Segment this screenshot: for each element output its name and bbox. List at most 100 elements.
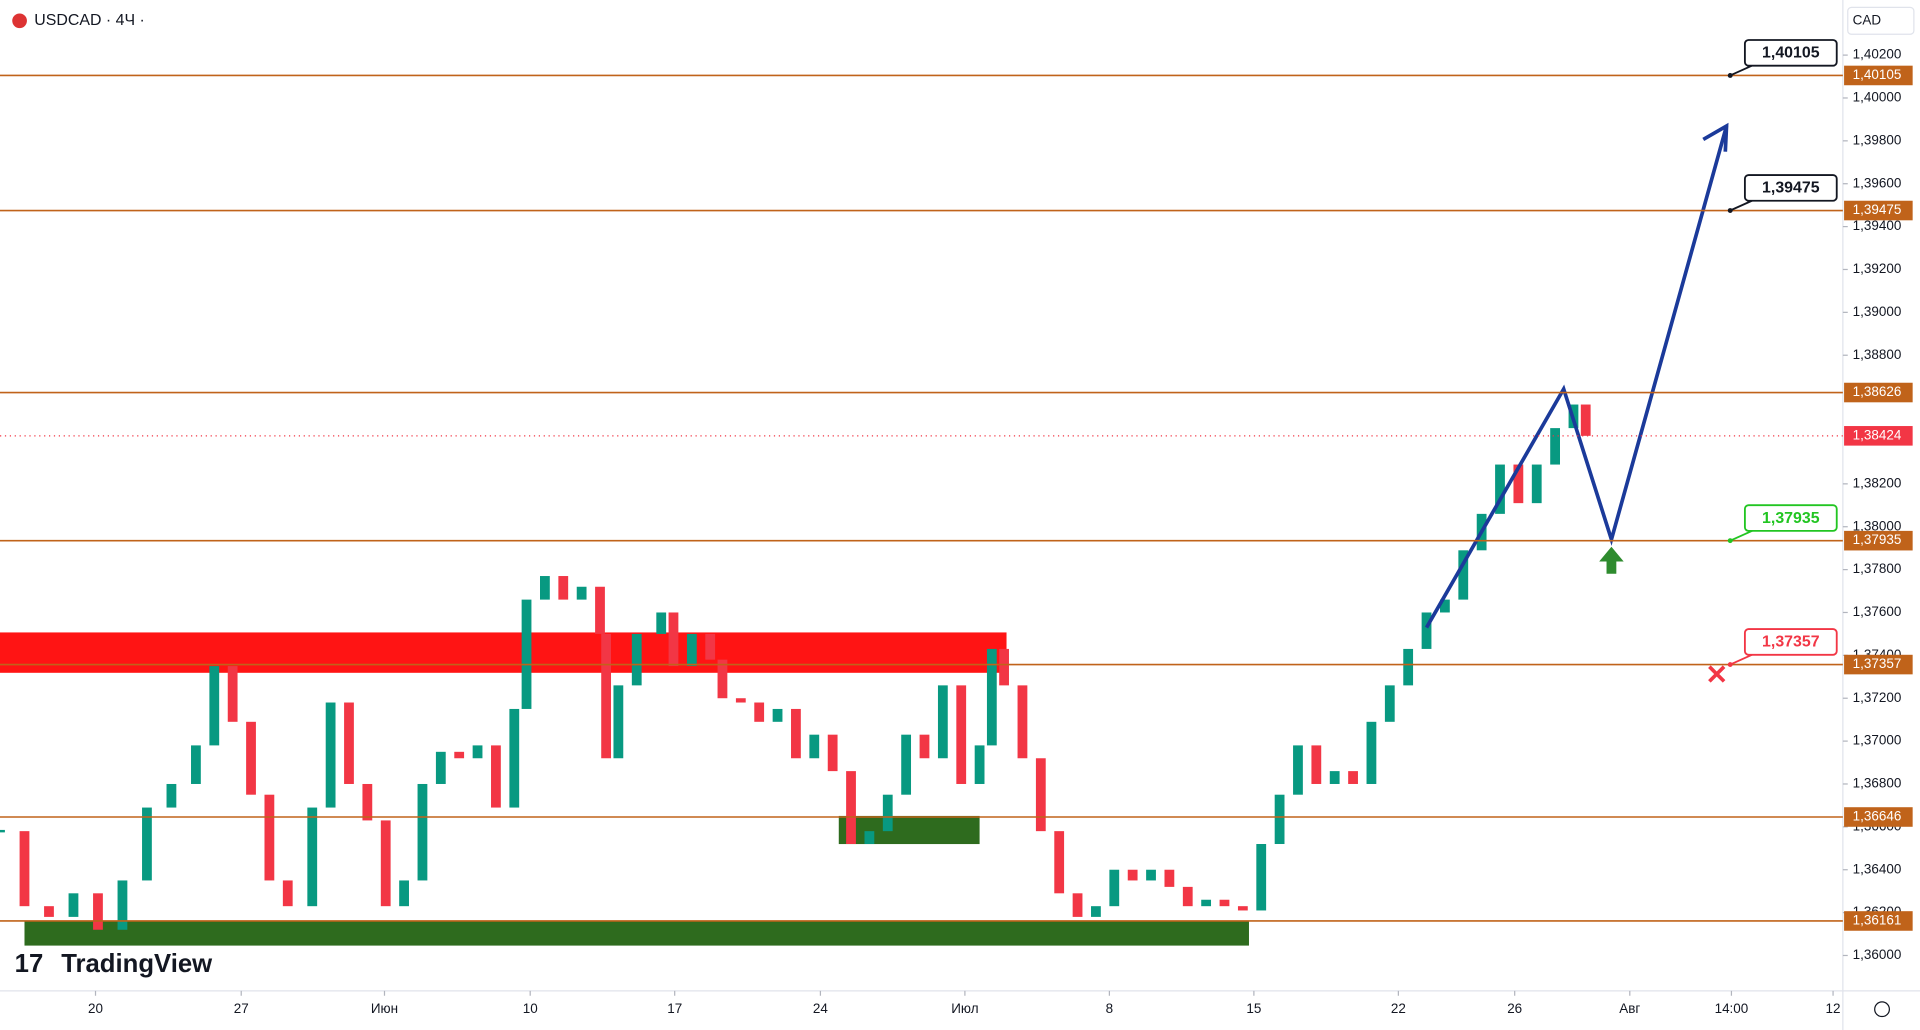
x-tick-label: 26 [1507,1001,1522,1016]
candle [686,633,697,667]
last-price-label: 1,38424 [1853,427,1902,442]
level-badge [1844,382,1913,403]
y-tick-label: 1,39200 [1853,261,1902,276]
candle [246,721,256,795]
buy-arrow [1599,546,1624,574]
watermark-logo: 17 [15,950,44,978]
candle [1384,685,1395,722]
candle [282,880,293,907]
demand-zone [24,921,1249,946]
x-tick-label: Июл [951,1001,978,1016]
candle [1550,428,1560,465]
level-badge-label: 1,38626 [1853,384,1902,399]
callout-label: 1,37935 [1762,510,1820,527]
candle [1164,869,1175,887]
candle [1219,899,1230,907]
candle [937,685,948,759]
candle [809,734,820,759]
y-tick-label: 1,38800 [1853,347,1902,362]
candle [576,586,587,600]
candle [1403,648,1414,686]
candle [1035,758,1046,832]
candle [1109,869,1120,907]
candle [1440,599,1450,613]
candle [735,698,746,703]
candle [613,685,624,759]
demand-zone [838,815,980,845]
candle [1256,844,1267,911]
candle [1329,771,1340,784]
candle [209,666,220,746]
candle [1495,464,1505,514]
candle [1146,869,1156,881]
candle [791,708,801,759]
level-badge-label: 1,37935 [1853,532,1902,547]
x-tick-label: 24 [813,1001,828,1016]
callout-box [1743,39,1838,67]
candle [93,893,103,930]
candle [472,745,483,759]
candle [454,751,465,759]
callout-anchor [1727,662,1733,668]
level-badge-label: 1,36646 [1853,809,1902,824]
level-badge-label: 1,39475 [1853,202,1902,217]
x-tick-label: 10 [523,1001,538,1016]
candle [1513,464,1524,504]
candle [540,576,550,600]
candle [595,586,605,634]
candle [325,702,336,808]
candle [1348,771,1358,784]
supply-zone [0,632,1007,673]
candle [772,708,783,722]
level-badge [1844,807,1913,827]
x-tick-label: 8 [1106,1001,1113,1016]
level-badge [1844,530,1913,551]
y-tick-label: 1,37200 [1853,690,1902,705]
candle [1237,906,1248,911]
y-tick-label: 1,38200 [1853,475,1902,490]
watermark: TradingView [61,950,213,978]
candle [1091,906,1101,917]
candle [435,751,446,784]
candle [509,708,520,808]
x-tick-label: 14:00 [1715,1001,1749,1016]
level-badge-label: 1,37357 [1853,656,1902,671]
candle [631,633,642,686]
currency-button[interactable] [1847,6,1915,35]
candle [705,633,716,660]
callout-box [1743,628,1838,656]
flag-icon [12,13,27,29]
y-tick-label: 1,39800 [1853,132,1902,147]
candle [974,745,985,784]
currency-label[interactable]: CAD [1853,12,1882,27]
candle [1458,550,1469,600]
projection-arrowhead [1702,122,1729,152]
candle [227,666,238,722]
candle [1366,721,1377,784]
candle [0,829,5,833]
candle [1072,893,1083,917]
candle [264,794,275,881]
level-badge [1844,911,1913,931]
last-price-badge [1844,426,1913,446]
candle [668,612,679,667]
candle [827,734,838,772]
y-tick-label: 1,36800 [1853,776,1902,791]
candle [901,734,912,795]
y-tick-label: 1,39600 [1853,175,1902,190]
candle [999,648,1009,686]
level-badge-label: 1,40105 [1853,67,1902,82]
y-tick-label: 1,40000 [1853,90,1902,105]
candle [717,659,728,699]
candle [344,702,354,784]
settings-icon[interactable] [1874,1001,1890,1018]
candle [68,893,79,917]
candle [399,880,409,907]
candle [19,831,30,907]
x-tick-label: 15 [1246,1001,1261,1016]
candle [380,820,391,907]
callout-label: 1,37357 [1762,634,1820,651]
plot [0,404,1591,930]
y-tick-label: 1,37000 [1853,733,1902,748]
